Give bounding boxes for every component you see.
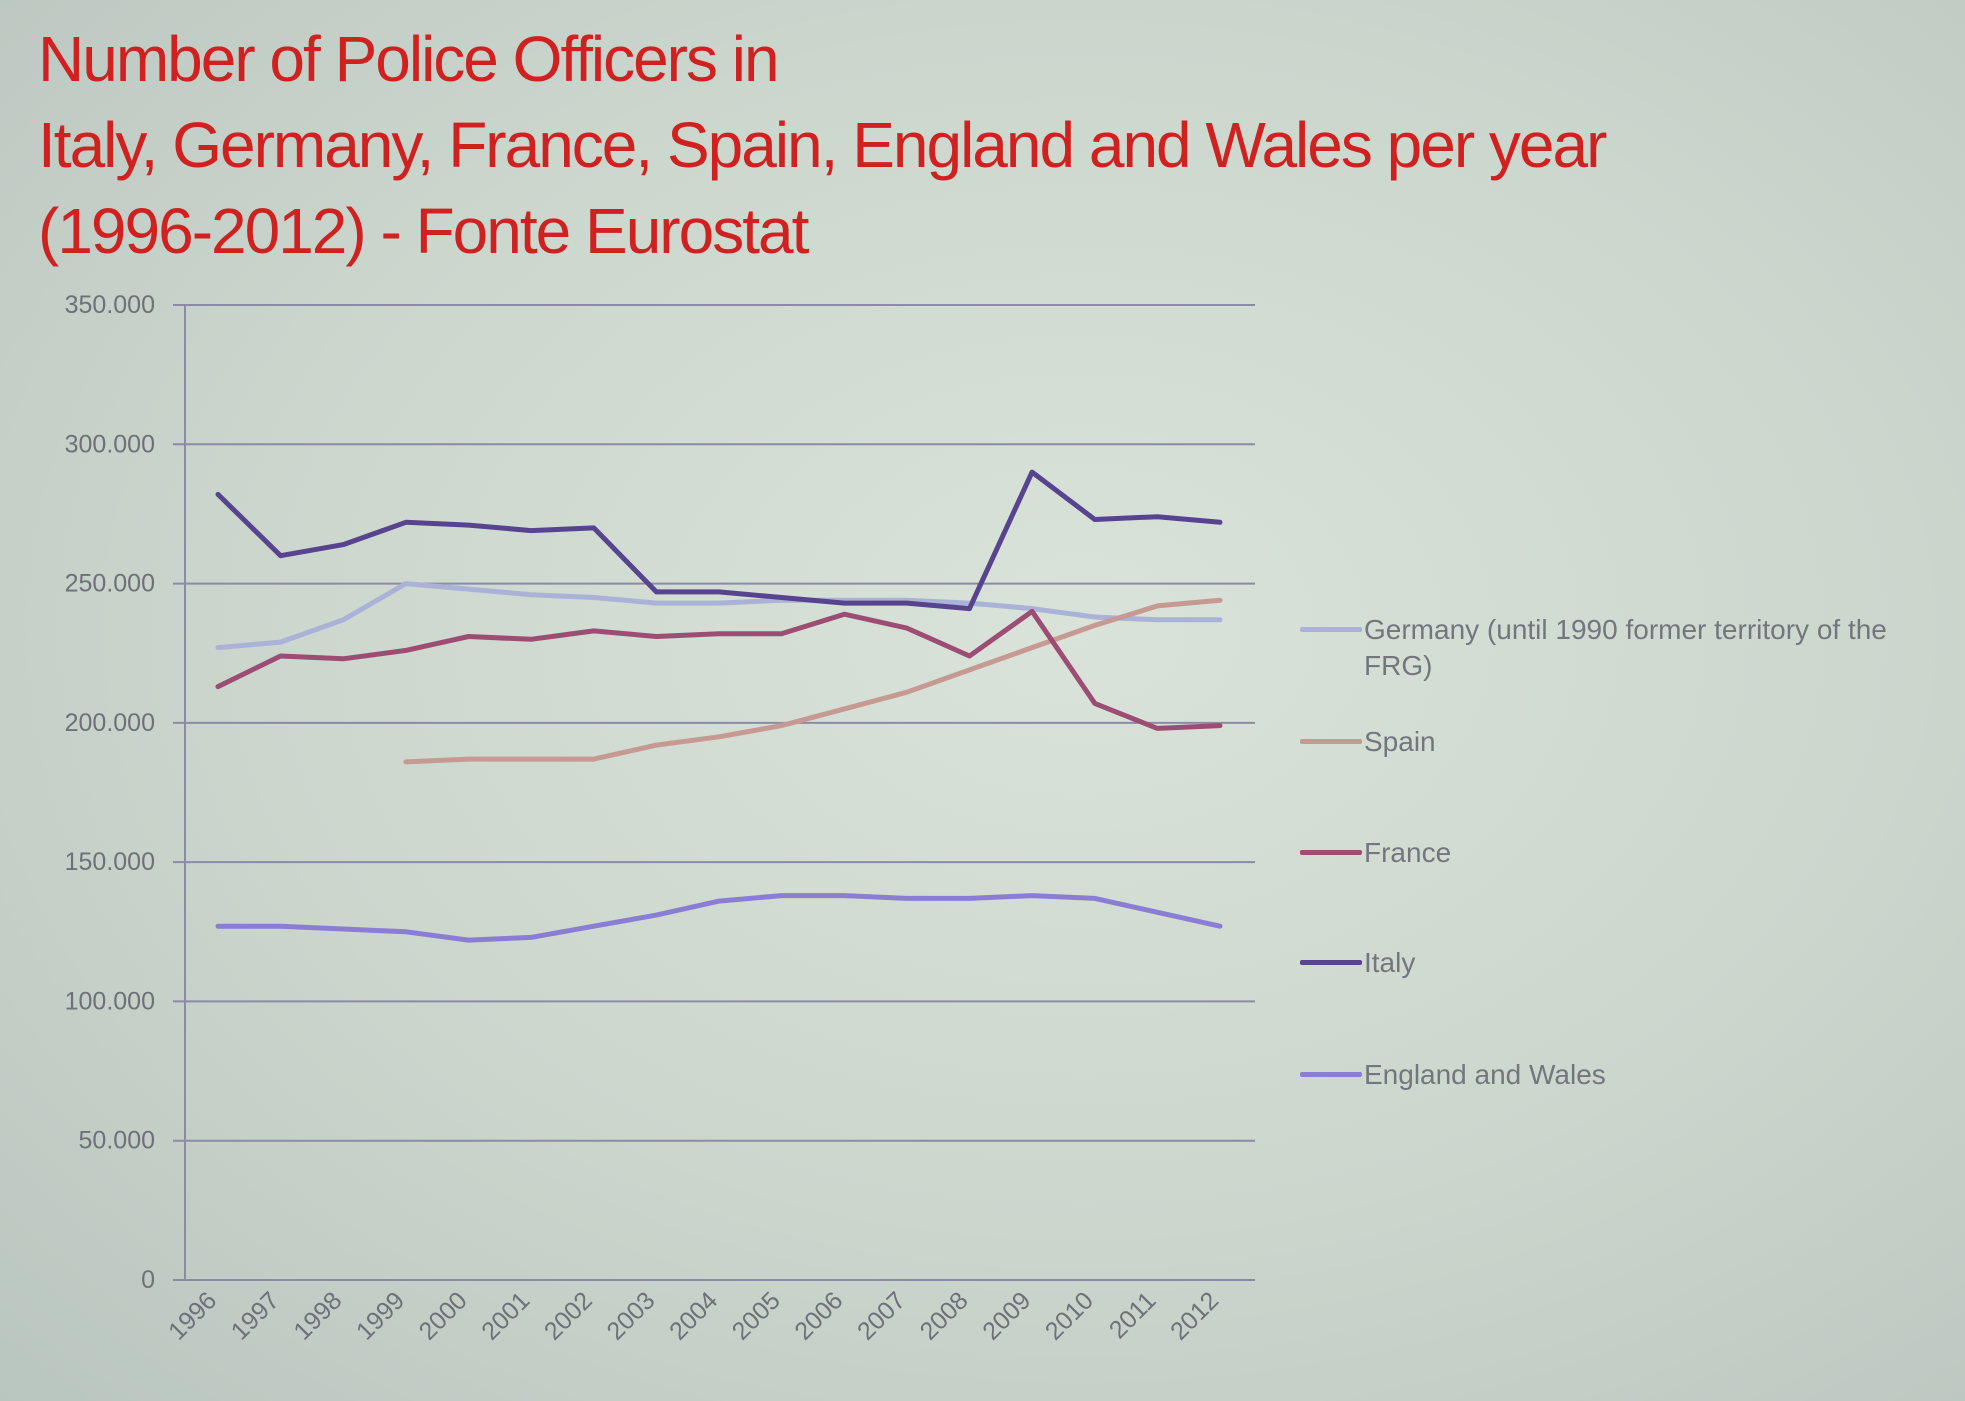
x-tick-label: 1998 [288,1286,347,1345]
legend-label-spain: Spain [1364,726,1436,757]
series-line-france [215,608,1223,731]
x-tick-label: 1997 [226,1286,285,1345]
x-tick-label: 2010 [1040,1286,1099,1345]
legend-swatch-spain [1300,739,1362,744]
title-line-1: Number of Police Officers in [38,23,780,95]
x-tick-label: 2004 [664,1286,723,1345]
series-line-germany [215,581,1223,651]
y-tick-label: 50.000 [79,1127,155,1155]
x-tick-label: 2007 [852,1286,911,1345]
x-tick-label: 2002 [539,1286,598,1345]
y-tick-label: 350.000 [65,291,155,319]
title-line-2: Italy, Germany, France, Spain, England a… [38,109,1607,181]
x-tick-label: 2005 [727,1286,786,1345]
x-tick-labels: 1996 1997 1998 1999 2000 2001 2002 2003 2004 2005… [163,1286,1224,1345]
legend-label-england-and-wales: England and Wales [1364,1059,1606,1090]
y-tick-label: 250.000 [65,570,155,598]
slide-title: Number of Police Officers in Italy, Germ… [38,16,1838,274]
x-tick-label: 1999 [351,1286,410,1345]
legend-label-france: France [1364,837,1452,868]
x-tick-label: 2001 [476,1286,535,1345]
x-tick-label: 2000 [414,1286,473,1345]
x-tick-label: 2008 [915,1286,974,1345]
x-tick-label: 2006 [789,1286,848,1345]
legend-label-germany: Germany (until 1990 former territory of … [1364,614,1887,681]
series-lines [215,469,1223,943]
title-line-3: (1996-2012) - Fonte Eurostat [38,195,809,267]
x-tick-label: 2012 [1165,1286,1224,1345]
legend-label-italy: Italy [1364,947,1416,978]
x-tick-label: 2011 [1104,1286,1162,1344]
legend-swatch-germany [1300,627,1362,632]
legend-swatch-italy [1300,960,1362,965]
gridlines [173,304,1255,1281]
series-line-england [215,893,1223,943]
x-tick-label: 2009 [977,1286,1036,1345]
y-tick-label: 100.000 [65,987,155,1015]
legend-swatch-england-and-wales [1300,1072,1362,1077]
series-line-spain [403,597,1223,765]
x-tick-label: 2003 [601,1286,660,1345]
x-tick-label: 1996 [163,1286,222,1345]
y-tick-label: 150.000 [65,848,155,876]
y-tick-label: 200.000 [65,709,155,737]
y-tick-label: 0 [141,1266,155,1294]
legend-swatch-france [1300,850,1362,855]
y-tick-label: 300.000 [65,430,155,458]
y-tick-labels: 0 50.000 100.000 150.000 200.000 250.000 300.0… [65,291,155,1294]
series-line-italy [215,469,1223,612]
